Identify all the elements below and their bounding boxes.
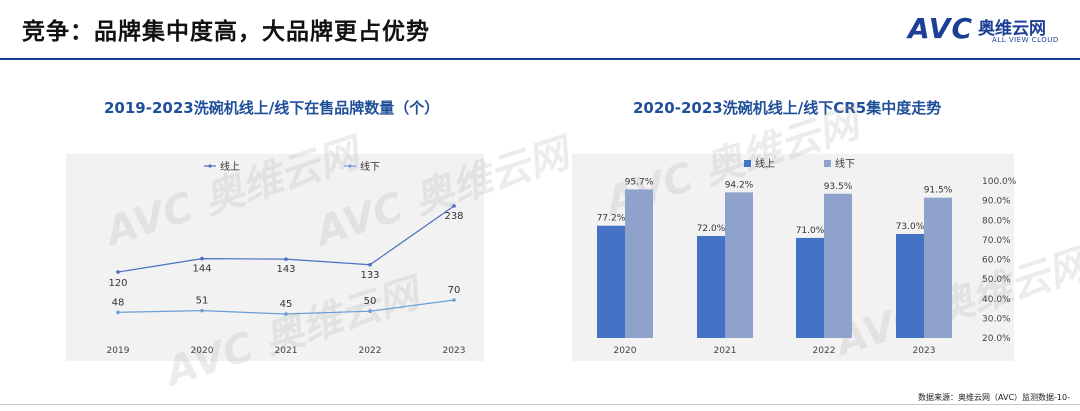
data-label: 48	[112, 297, 125, 308]
logo-avc: AVC	[908, 12, 973, 45]
y-tick-label: 40.0%	[982, 295, 1011, 305]
data-point	[452, 204, 456, 208]
y-tick-label: 60.0%	[982, 256, 1011, 266]
legend-swatch-0	[744, 160, 751, 167]
y-tick-label: 70.0%	[982, 236, 1011, 246]
bar-label: 72.0%	[697, 224, 726, 234]
x-tick-label: 2019	[107, 346, 130, 356]
x-tick-label: 2021	[275, 346, 298, 356]
data-point	[452, 298, 456, 302]
legend-label-1: 线下	[360, 160, 380, 173]
bar-chart: 线上 线下 77.2% 95.7% 2020 72.0% 94.2% 2021 71.0% 93.…	[597, 157, 1017, 356]
data-label: 50	[364, 296, 377, 307]
data-label: 51	[196, 296, 209, 307]
bar	[697, 235, 725, 338]
legend-label-0: 线上	[755, 157, 775, 170]
x-tick-label: 2023	[913, 346, 936, 356]
bar	[725, 192, 753, 338]
line-chart-title: 2019-2023洗碗机线上/线下在售品牌数量（个）	[104, 99, 440, 117]
bar-label: 95.7%	[625, 177, 654, 187]
legend-marker-1	[348, 164, 352, 168]
footer-divider	[0, 404, 1080, 405]
data-label: 120	[108, 278, 127, 289]
data-label: 70	[448, 285, 461, 296]
data-label: 133	[360, 270, 379, 281]
bar	[597, 225, 625, 338]
data-point	[368, 309, 372, 314]
bar-label: 77.2%	[597, 214, 626, 224]
data-point	[116, 310, 120, 315]
data-label: 143	[276, 264, 295, 275]
bar	[625, 189, 653, 338]
x-tick-label: 2021	[714, 346, 737, 356]
bar-label: 94.2%	[725, 180, 754, 190]
y-tick-label: 30.0%	[982, 314, 1011, 324]
bar	[924, 197, 952, 338]
page-title: 竞争：品牌集中度高，大品牌更占优势	[22, 19, 430, 45]
data-label: 45	[280, 299, 293, 310]
y-tick-label: 20.0%	[982, 334, 1011, 344]
logo-brand-cn: 奥维云网	[978, 19, 1046, 39]
legend-label-1: 线下	[835, 157, 855, 170]
x-tick-label: 2020	[614, 346, 637, 356]
x-tick-label: 2020	[191, 346, 214, 356]
x-tick-label: 2022	[359, 346, 382, 356]
data-label: 144	[192, 264, 211, 275]
bar-label: 73.0%	[896, 222, 925, 232]
title-divider	[0, 58, 1080, 60]
x-tick-label: 2022	[813, 346, 836, 356]
x-tick-label: 2023	[443, 346, 466, 356]
data-label: 238	[444, 211, 463, 222]
line-chart-panel	[66, 154, 484, 361]
bar	[824, 193, 852, 338]
legend-marker-0	[208, 164, 212, 168]
bar-chart-title: 2020-2023洗碗机线上/线下CR5集中度走势	[633, 99, 942, 117]
series-line-0	[117, 205, 455, 273]
bar-label: 91.5%	[924, 186, 953, 196]
bar-label: 93.5%	[824, 182, 853, 192]
bar-label: 71.0%	[796, 226, 825, 236]
data-point	[200, 256, 204, 261]
legend-swatch-1	[824, 160, 831, 167]
source-note: 数据来源：奥维云网（AVC）监测数据-10-	[918, 393, 1070, 402]
data-point	[116, 270, 120, 274]
y-tick-label: 90.0%	[982, 197, 1011, 207]
line-chart: 线上 线下 120 144 143 133 238 48 51 45 50 70 2019 2020 202…	[107, 160, 466, 356]
data-point	[284, 312, 288, 316]
data-point	[200, 308, 204, 313]
y-tick-label: 50.0%	[982, 275, 1011, 285]
bar	[896, 233, 924, 338]
bar	[796, 237, 824, 338]
logo-brand-en: ALL VIEW CLOUD	[992, 36, 1059, 44]
legend-label-0: 线上	[220, 160, 240, 173]
y-tick-label: 100.0%	[982, 177, 1017, 187]
data-point	[284, 257, 288, 261]
y-tick-label: 80.0%	[982, 216, 1011, 226]
data-point	[368, 262, 372, 267]
